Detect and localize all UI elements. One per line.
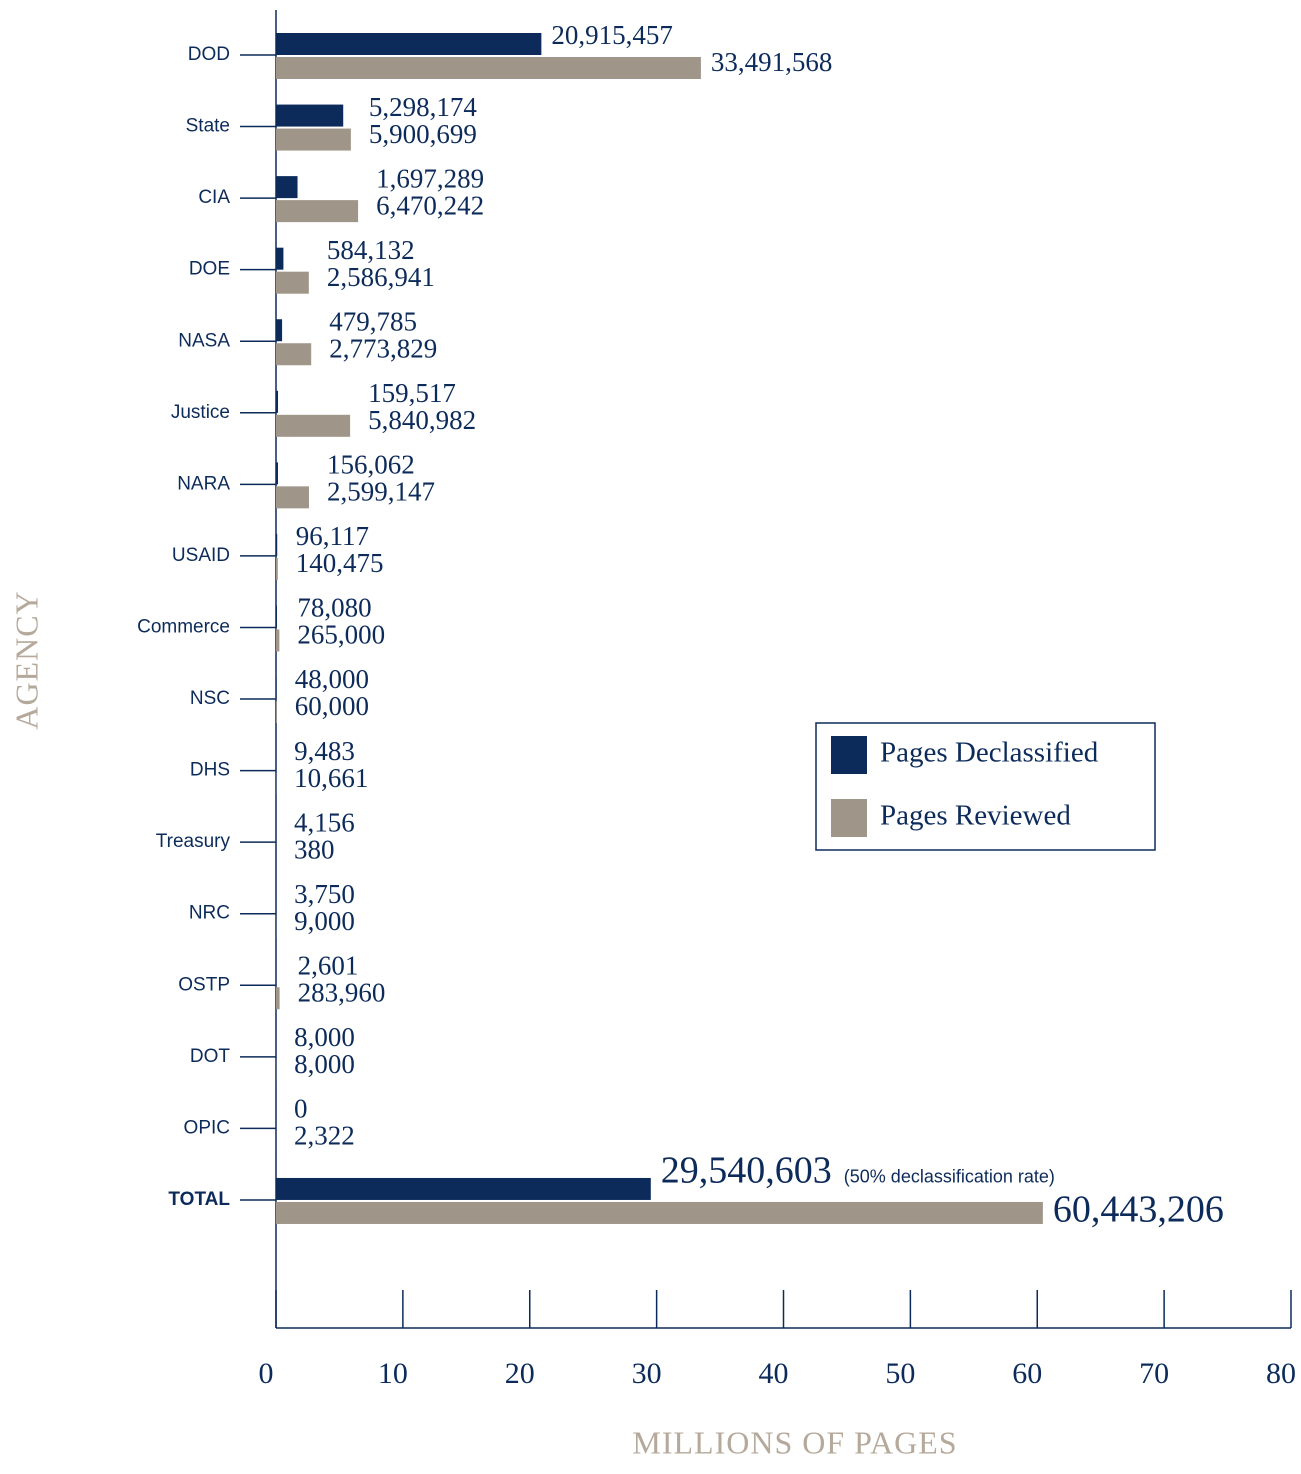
value-label: 1,697,289 [376,163,484,193]
bar [276,343,312,366]
value-label: 4,156 [294,807,355,837]
bar [276,271,309,294]
x-tick-label: 40 [759,1357,789,1390]
x-axis-title: MILLIONS OF PAGES [632,1424,957,1460]
bar [276,677,277,700]
bar [276,128,351,151]
legend-swatch [831,736,867,774]
value-label: 20,915,457 [551,20,673,50]
value-label: 29,540,603 [661,1150,832,1192]
value-label: 584,132 [327,235,415,265]
value-label: 2,322 [294,1121,355,1151]
y-tick-label: OSTP [178,974,230,995]
value-label: 60,000 [295,691,369,721]
x-tick-label: 60 [1012,1357,1042,1390]
value-label: 8,000 [294,1049,355,1079]
x-tick-label: 80 [1266,1357,1296,1390]
y-tick-label: State [186,116,230,137]
x-tick-label: 50 [885,1357,915,1390]
y-tick-label: TOTAL [168,1189,230,1210]
y-axis-title: AGENCY [8,590,44,729]
y-tick-label: Commerce [137,616,230,637]
value-label: 2,601 [298,950,359,980]
bar [276,1201,1043,1224]
bar [276,33,542,55]
y-tick-label: OPIC [184,1117,230,1138]
y-tick-label: NASA [178,330,230,351]
value-label: 33,491,568 [711,47,833,77]
bar [276,200,359,223]
bar [276,247,284,270]
value-label: 2,773,829 [329,333,437,363]
value-label: 380 [294,834,335,864]
value-label: 156,062 [327,450,415,480]
bar [276,701,277,724]
bar [276,1177,651,1200]
bar [276,462,278,485]
x-tick-label: 10 [378,1357,408,1390]
bar [276,390,279,413]
value-label: 140,475 [296,548,384,578]
value-label: 5,298,174 [369,92,478,122]
y-tick-label: Treasury [156,831,231,852]
value-label: 2,599,147 [327,477,435,507]
value-label: 8,000 [294,1022,355,1052]
value-label: 96,117 [296,521,369,551]
y-tick-label: NARA [177,473,230,494]
bar [276,176,298,199]
x-tick-label: 0 [259,1357,274,1390]
value-label: 60,443,206 [1053,1189,1224,1231]
value-label: 159,517 [368,378,456,408]
value-label: 265,000 [297,620,385,650]
bar [276,57,701,79]
bar [276,629,280,652]
y-tick-label: DOD [188,44,230,65]
bar [276,104,344,127]
y-tick-label: NSC [190,688,230,709]
value-label: 283,960 [298,977,386,1007]
y-tick-label: NRC [189,903,230,924]
x-tick-label: 30 [632,1357,662,1390]
bar [276,533,278,556]
legend-swatch [831,799,867,837]
y-tick-label: DHS [190,760,230,781]
bar [276,414,351,437]
y-tick-label: DOE [189,259,230,280]
annotation: (50% declassification rate) [844,1167,1055,1187]
x-tick-label: 20 [505,1357,535,1390]
y-tick-label: CIA [198,187,230,208]
legend-label: Pages Reviewed [880,800,1071,832]
value-label: 3,750 [294,879,355,909]
y-tick-label: USAID [172,545,230,566]
legend-box [815,722,1156,851]
value-label: 9,000 [294,906,355,936]
value-label: 48,000 [295,664,369,694]
value-label: 9,483 [294,736,355,766]
x-tick-label: 70 [1139,1357,1169,1390]
value-label: 2,586,941 [327,262,435,292]
bar [276,987,280,1010]
value-label: 10,661 [294,763,368,793]
value-label: 0 [294,1094,308,1124]
legend-label: Pages Declassified [880,737,1099,769]
bar [276,319,283,342]
value-label: 5,840,982 [368,405,476,435]
bar [276,557,278,580]
value-label: 479,785 [329,306,417,336]
value-label: 5,900,699 [369,119,477,149]
y-tick-label: DOT [190,1046,231,1067]
bar [276,486,309,509]
value-label: 78,080 [297,593,371,623]
bar [276,605,277,628]
value-label: 6,470,242 [376,190,484,220]
y-tick-label: Justice [171,402,230,423]
